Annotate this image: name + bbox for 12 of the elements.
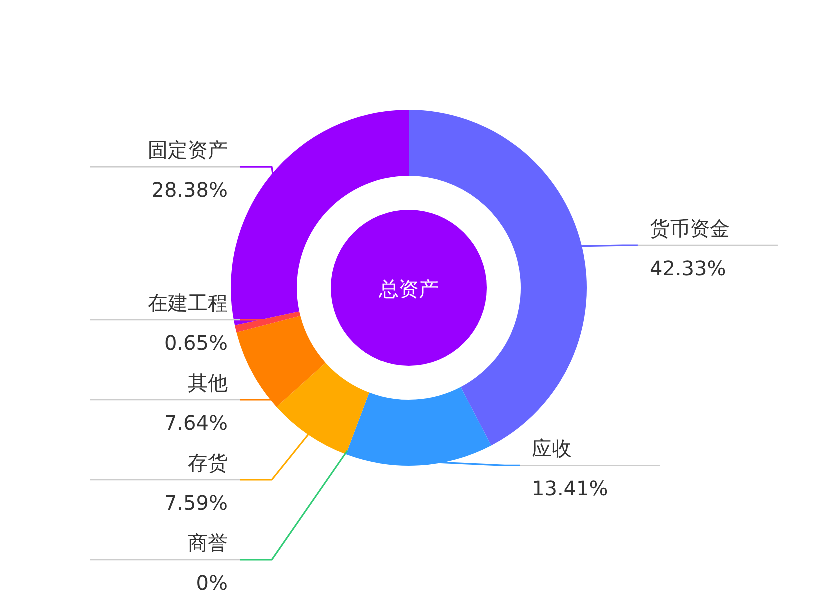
data-label: 42.33% (650, 256, 726, 281)
slice-label: 存货 (188, 451, 228, 475)
slice-label: 固定资产 (148, 138, 228, 162)
slice-label: 应收 (532, 436, 572, 461)
slice-label: 在建工程 (148, 291, 228, 315)
slice-label: 货币资金 (650, 216, 730, 241)
data-label: 13.41% (532, 476, 608, 501)
data-label: 0.65% (164, 331, 228, 355)
data-label: 28.38% (152, 178, 228, 202)
slice-label: 其他 (188, 371, 228, 395)
data-label: 7.59% (164, 491, 228, 515)
text: 总资产 (378, 277, 439, 301)
